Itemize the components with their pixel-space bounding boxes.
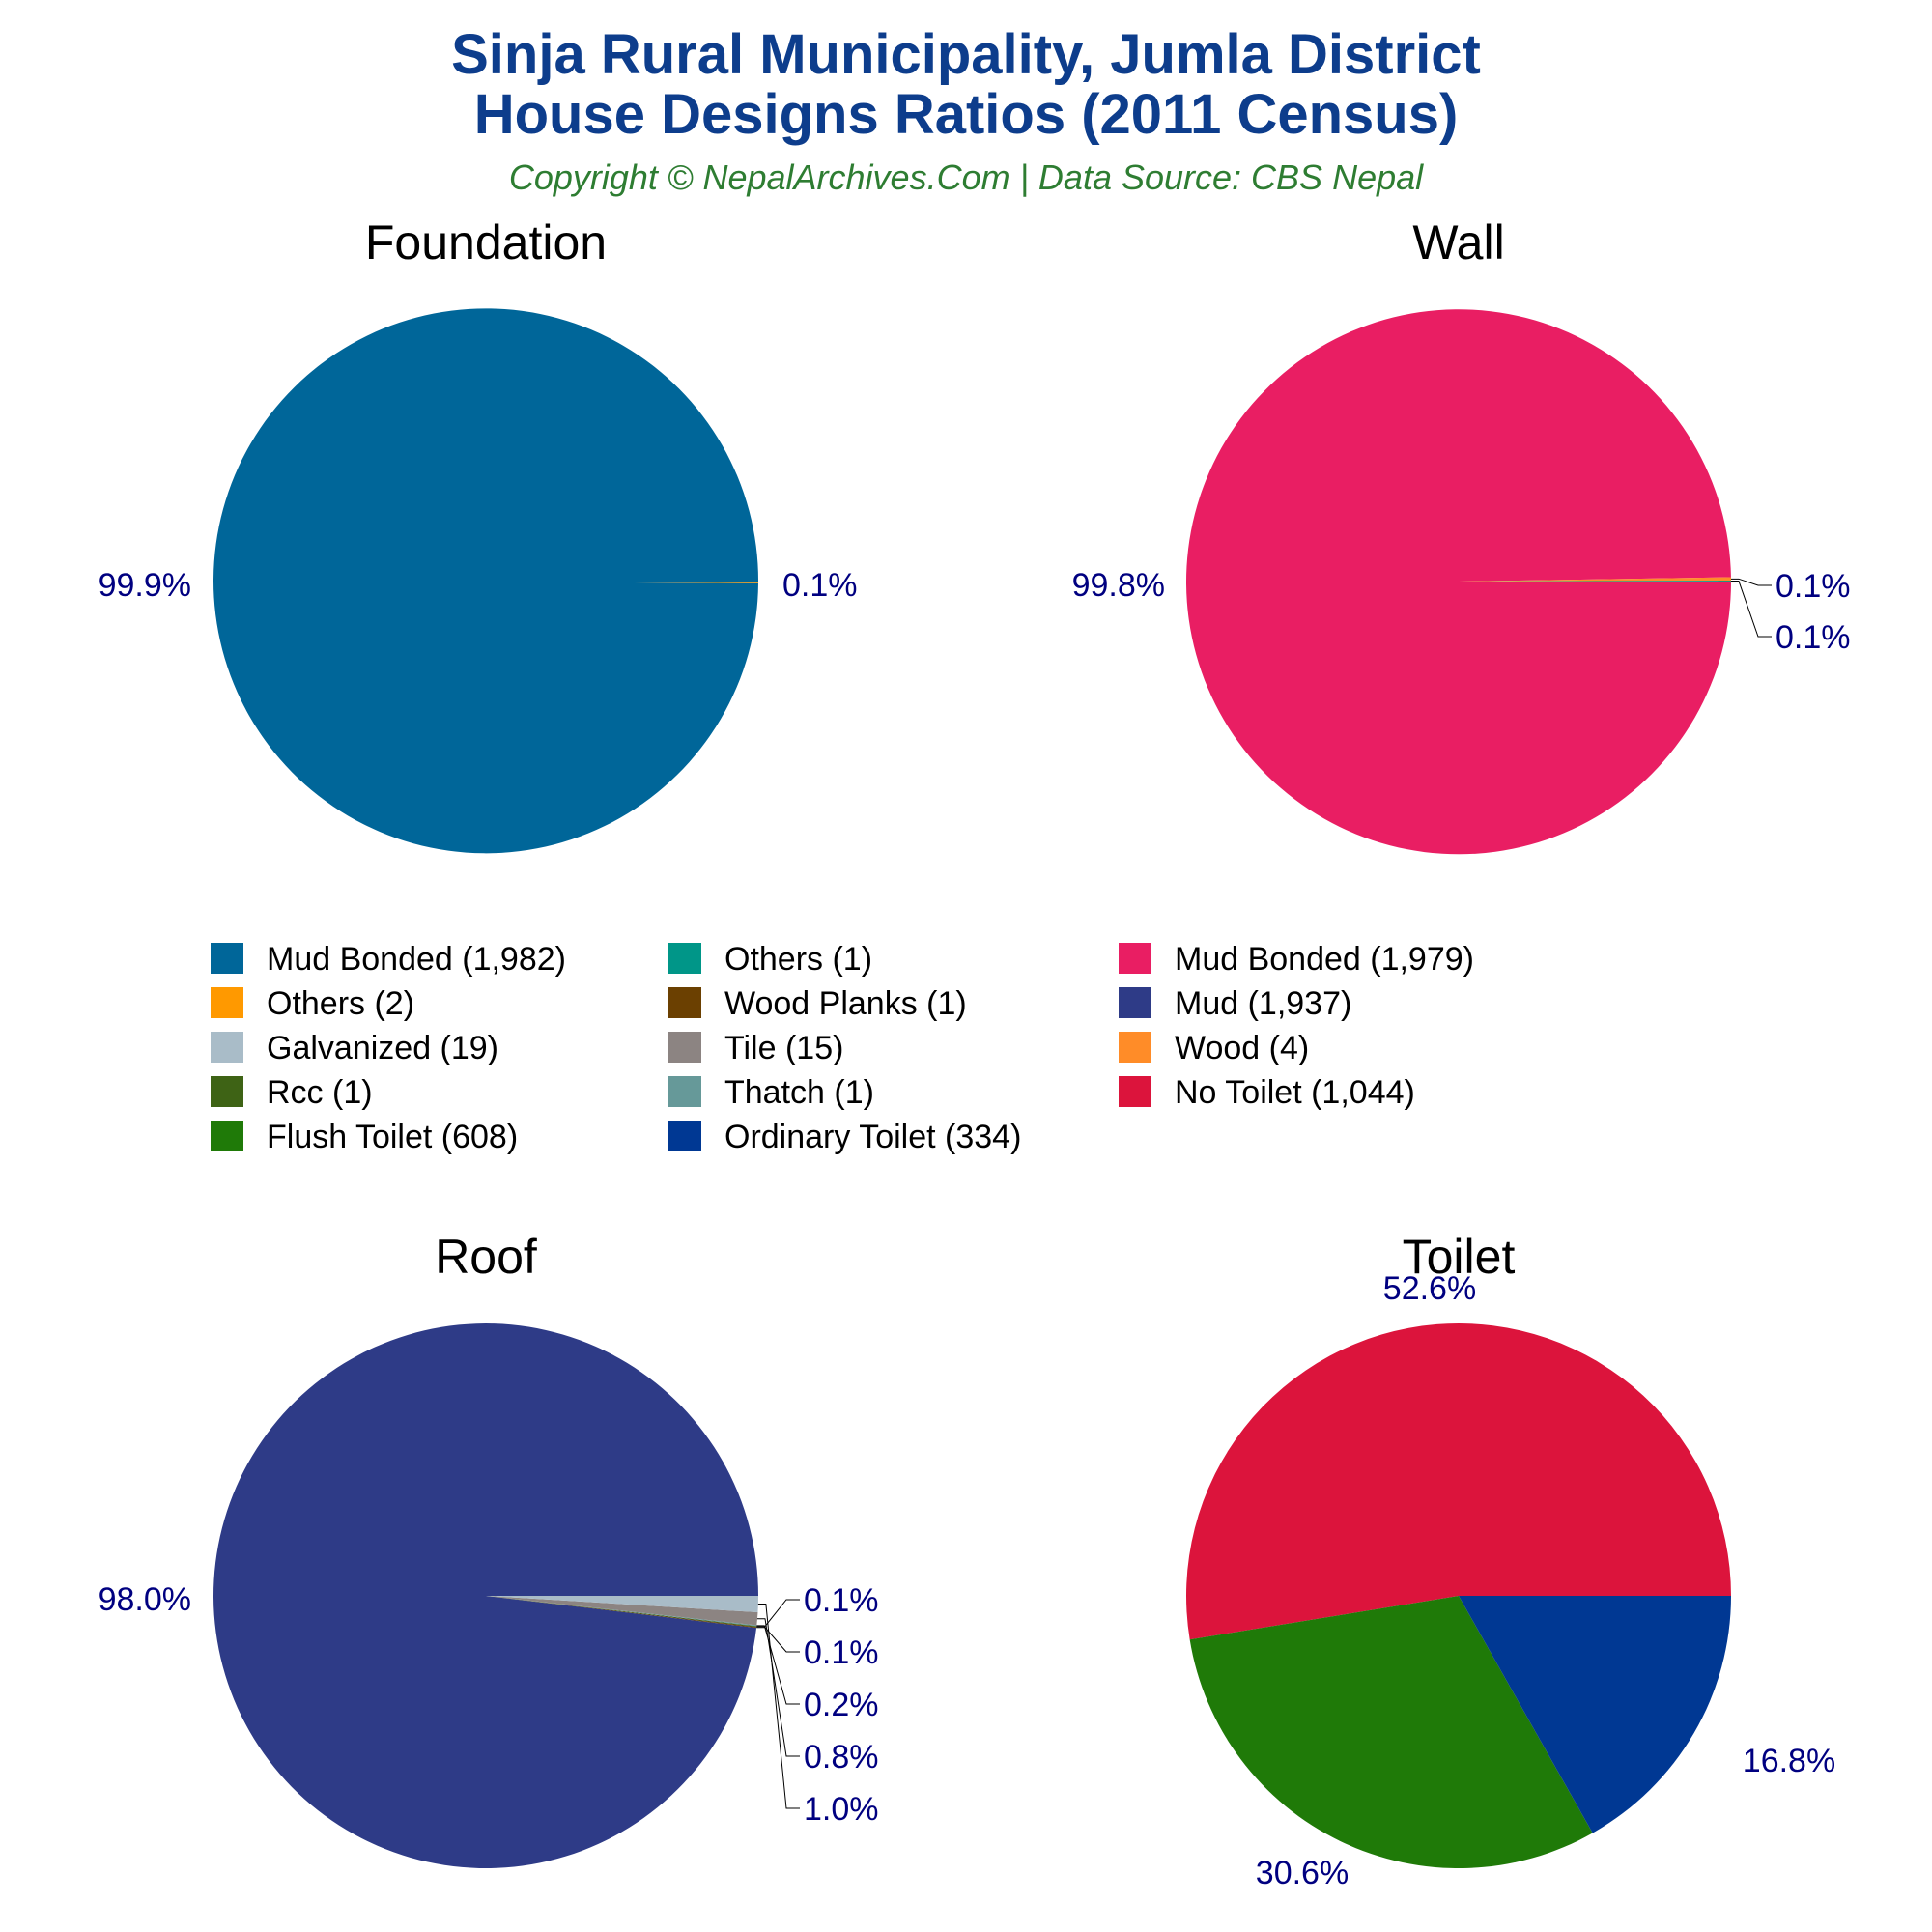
pct-label-foundation-others: 0.1% bbox=[782, 567, 858, 604]
legend-label: Galvanized (19) bbox=[267, 1030, 498, 1066]
leader-line-roof-thatch bbox=[756, 1625, 800, 1705]
legend-swatch bbox=[1119, 943, 1151, 974]
figure-header: Sinja Rural Municipality, Jumla District… bbox=[451, 23, 1481, 197]
pie-title-roof: Roof bbox=[435, 1230, 537, 1284]
legend-label: Wood Planks (1) bbox=[724, 985, 967, 1022]
legend-swatch bbox=[211, 1121, 243, 1151]
legend-item-mud-bonded-1-979: Mud Bonded (1,979) bbox=[1119, 941, 1474, 978]
legend-item-others-2: Others (2) bbox=[211, 985, 414, 1022]
pct-label-roof-mud: 98.0% bbox=[99, 1581, 191, 1618]
legend-swatch bbox=[1119, 1076, 1151, 1107]
legend-item-no-toilet-1-044: No Toilet (1,044) bbox=[1119, 1074, 1415, 1111]
legend-label: Others (2) bbox=[267, 985, 414, 1022]
chart-subtitle: Copyright © NepalArchives.Com | Data Sou… bbox=[509, 157, 1424, 197]
legend-label: Flush Toilet (608) bbox=[267, 1119, 518, 1155]
legend-swatch bbox=[668, 943, 701, 974]
legend-label: Wood (4) bbox=[1175, 1030, 1309, 1066]
leader-line-roof-rcc bbox=[756, 1626, 800, 1653]
pct-label-roof-wood-planks: 0.1% bbox=[804, 1582, 879, 1619]
legend-label: Ordinary Toilet (334) bbox=[724, 1119, 1021, 1155]
pct-label-roof-rcc: 0.1% bbox=[804, 1634, 879, 1671]
legend-label: Tile (15) bbox=[724, 1030, 843, 1066]
pie-slice-roof-tile bbox=[486, 1596, 758, 1626]
legend-label: No Toilet (1,044) bbox=[1175, 1074, 1415, 1111]
legend-swatch bbox=[1119, 987, 1151, 1018]
legend-item-others-1: Others (1) bbox=[668, 941, 872, 978]
legend-swatch bbox=[211, 943, 243, 974]
pie-roof: Roof 98.0% 0.1% 0.1% 0.2% 0.8% 1.0% bbox=[99, 1230, 879, 1869]
pct-label-toilet-flush-toilet: 30.6% bbox=[1256, 1855, 1349, 1891]
pct-label-roof-thatch: 0.2% bbox=[804, 1687, 879, 1723]
leader-line-roof-wood-planks bbox=[756, 1599, 800, 1629]
pie-slice-roof-rcc bbox=[486, 1596, 757, 1628]
legend-label: Mud Bonded (1,982) bbox=[267, 941, 566, 978]
legend-item-tile-15: Tile (15) bbox=[668, 1030, 843, 1066]
legend-label: Mud Bonded (1,979) bbox=[1175, 941, 1474, 978]
pie-slice-foundation-others bbox=[486, 582, 758, 583]
legend-item-mud-1-937: Mud (1,937) bbox=[1119, 985, 1351, 1022]
pie-slice-wall-mud-bonded bbox=[1186, 309, 1732, 855]
pct-label-roof-tile: 0.8% bbox=[804, 1739, 879, 1776]
pie-foundation: Foundation 99.9% 0.1% bbox=[99, 215, 858, 854]
pie-wall: Wall 99.8% 0.1% 0.1% bbox=[1072, 215, 1851, 855]
legend-swatch bbox=[668, 1032, 701, 1063]
chart-title-line-2: House Designs Ratios (2011 Census) bbox=[474, 83, 1459, 146]
pct-label-toilet-no-toilet: 52.6% bbox=[1383, 1270, 1476, 1307]
legend-swatch bbox=[668, 1076, 701, 1107]
legend-item-ordinary-toilet-334: Ordinary Toilet (334) bbox=[668, 1119, 1021, 1155]
legend-label: Others (1) bbox=[724, 941, 872, 978]
legend-swatch bbox=[211, 987, 243, 1018]
leader-line-wall-others bbox=[1731, 581, 1772, 638]
pie-title-wall: Wall bbox=[1412, 215, 1504, 270]
pie-slice-toilet-ordinary-toilet bbox=[1459, 1596, 1731, 1833]
legend-swatch bbox=[211, 1076, 243, 1107]
leader-line-wall-wood bbox=[1730, 578, 1772, 586]
pct-label-wall-mud-bonded: 99.8% bbox=[1072, 567, 1165, 604]
legend-item-galvanized-19: Galvanized (19) bbox=[211, 1030, 498, 1066]
pct-label-wall-others: 0.1% bbox=[1776, 619, 1851, 656]
leader-line-roof-galvanized bbox=[757, 1604, 800, 1809]
pie-slice-wall-wood bbox=[1459, 577, 1731, 582]
pct-label-foundation-mud-bonded: 99.9% bbox=[99, 567, 191, 604]
legend-label: Mud (1,937) bbox=[1175, 985, 1351, 1022]
legend-item-wood-planks-1: Wood Planks (1) bbox=[668, 985, 967, 1022]
legend-swatch bbox=[668, 1121, 701, 1151]
legend-item-thatch-1: Thatch (1) bbox=[668, 1074, 874, 1111]
legend-swatch bbox=[668, 987, 701, 1018]
legend-item-wood-4: Wood (4) bbox=[1119, 1030, 1309, 1066]
chart-title-line-1: Sinja Rural Municipality, Jumla District bbox=[451, 23, 1481, 86]
pie-slice-roof-galvanized bbox=[486, 1596, 758, 1613]
pie-slice-toilet-no-toilet bbox=[1185, 1323, 1731, 1640]
legend: Mud Bonded (1,982) Others (2) Galvanized (… bbox=[211, 941, 1474, 1155]
legend-label: Thatch (1) bbox=[724, 1074, 874, 1111]
pie-slice-toilet-flush-toilet bbox=[1189, 1596, 1593, 1869]
pie-title-foundation: Foundation bbox=[365, 215, 607, 270]
legend-item-flush-toilet-608: Flush Toilet (608) bbox=[211, 1119, 518, 1155]
pie-slice-roof-wood-planks bbox=[486, 1596, 757, 1629]
legend-swatch bbox=[211, 1032, 243, 1063]
legend-item-mud-bonded-1-982: Mud Bonded (1,982) bbox=[211, 941, 566, 978]
pct-label-roof-galvanized: 1.0% bbox=[804, 1791, 879, 1828]
pie-slice-roof-mud bbox=[213, 1323, 758, 1869]
legend-item-rcc-1: Rcc (1) bbox=[211, 1074, 373, 1111]
legend-label: Rcc (1) bbox=[267, 1074, 373, 1111]
pie-slice-foundation-mud-bonded bbox=[213, 308, 759, 854]
legend-swatch bbox=[1119, 1032, 1151, 1063]
pct-label-toilet-ordinary-toilet: 16.8% bbox=[1743, 1743, 1835, 1779]
pct-label-wall-wood: 0.1% bbox=[1776, 568, 1851, 605]
leader-line-roof-tile bbox=[757, 1618, 800, 1757]
pie-slice-roof-thatch bbox=[486, 1596, 757, 1627]
pie-title-toilet: Toilet bbox=[1403, 1230, 1516, 1284]
pie-slice-wall-others bbox=[1459, 581, 1732, 582]
